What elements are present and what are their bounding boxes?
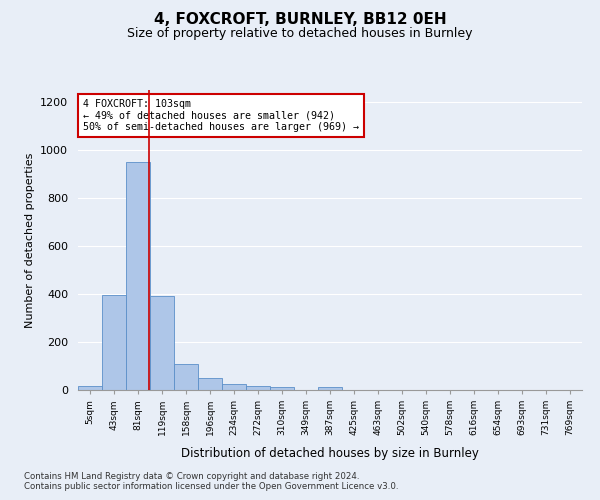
Bar xyxy=(318,387,342,390)
Bar xyxy=(174,364,198,390)
Bar xyxy=(270,387,294,390)
Bar xyxy=(126,162,150,390)
Text: Contains public sector information licensed under the Open Government Licence v3: Contains public sector information licen… xyxy=(24,482,398,491)
Bar xyxy=(198,378,222,390)
Bar xyxy=(78,386,102,390)
Bar xyxy=(150,296,174,390)
Y-axis label: Number of detached properties: Number of detached properties xyxy=(25,152,35,328)
Text: Distribution of detached houses by size in Burnley: Distribution of detached houses by size … xyxy=(181,448,479,460)
Text: Contains HM Land Registry data © Crown copyright and database right 2024.: Contains HM Land Registry data © Crown c… xyxy=(24,472,359,481)
Bar xyxy=(222,384,246,390)
Text: 4 FOXCROFT: 103sqm
← 49% of detached houses are smaller (942)
50% of semi-detach: 4 FOXCROFT: 103sqm ← 49% of detached hou… xyxy=(83,99,359,132)
Bar xyxy=(102,295,126,390)
Bar xyxy=(246,386,270,390)
Text: Size of property relative to detached houses in Burnley: Size of property relative to detached ho… xyxy=(127,28,473,40)
Text: 4, FOXCROFT, BURNLEY, BB12 0EH: 4, FOXCROFT, BURNLEY, BB12 0EH xyxy=(154,12,446,28)
